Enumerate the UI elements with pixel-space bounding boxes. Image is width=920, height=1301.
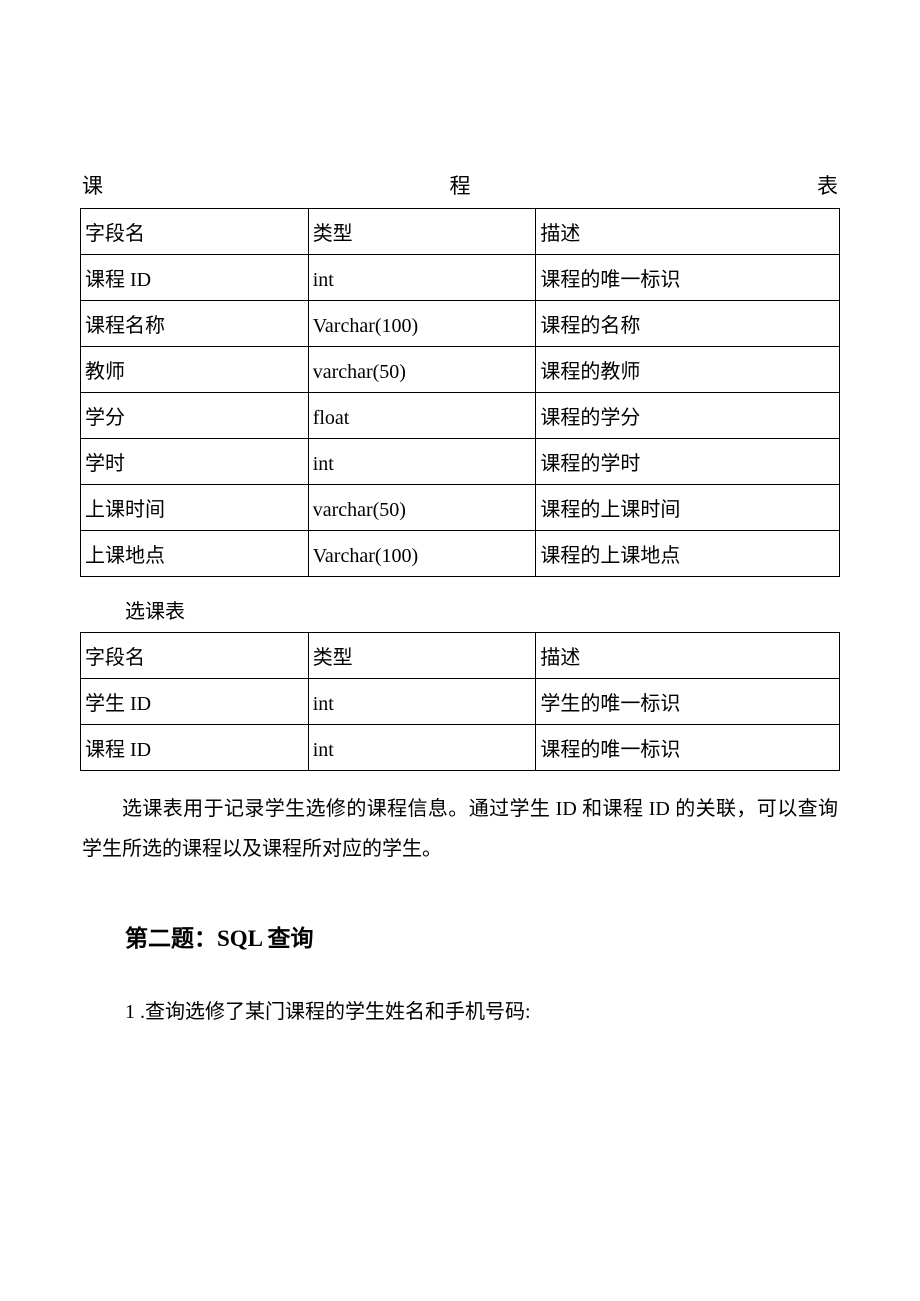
title-char-3: 表 (817, 170, 838, 200)
cell: 学生 ID (81, 679, 309, 725)
table-row: 学生 ID int 学生的唯一标识 (81, 679, 840, 725)
table2-title: 选课表 (125, 595, 840, 624)
cell: 课程的名称 (536, 301, 840, 347)
cell: Varchar(100) (308, 301, 536, 347)
table-row: 学分 float 课程的学分 (81, 393, 840, 439)
cell: 学时 (81, 439, 309, 485)
cell: 课程的学时 (536, 439, 840, 485)
title-char-2: 程 (450, 170, 471, 200)
cell: varchar(50) (308, 347, 536, 393)
cell: float (308, 393, 536, 439)
cell: 教师 (81, 347, 309, 393)
section-heading: 第二题：SQL 查询 (125, 919, 840, 953)
table-row: 上课时间 varchar(50) 课程的上课时间 (81, 485, 840, 531)
cell: int (308, 255, 536, 301)
cell: 课程的学分 (536, 393, 840, 439)
cell: varchar(50) (308, 485, 536, 531)
title-char-1: 课 (82, 170, 103, 200)
course-table: 字段名 类型 描述 课程 ID int 课程的唯一标识 课程名称 Varchar… (80, 208, 840, 577)
header-cell: 类型 (308, 209, 536, 255)
table-row: 教师 varchar(50) 课程的教师 (81, 347, 840, 393)
question-1: 1 .查询选修了某门课程的学生姓名和手机号码: (125, 995, 840, 1024)
cell: 学分 (81, 393, 309, 439)
cell: Varchar(100) (308, 531, 536, 577)
cell: 上课地点 (81, 531, 309, 577)
header-cell: 描述 (536, 633, 840, 679)
cell: 课程 ID (81, 255, 309, 301)
table-row: 学时 int 课程的学时 (81, 439, 840, 485)
cell: 上课时间 (81, 485, 309, 531)
cell: 课程 ID (81, 725, 309, 771)
header-cell: 类型 (308, 633, 536, 679)
header-cell: 描述 (536, 209, 840, 255)
cell: 课程名称 (81, 301, 309, 347)
table-row: 课程 ID int 课程的唯一标识 (81, 255, 840, 301)
table-row: 字段名 类型 描述 (81, 209, 840, 255)
table-row: 课程名称 Varchar(100) 课程的名称 (81, 301, 840, 347)
selection-table: 字段名 类型 描述 学生 ID int 学生的唯一标识 课程 ID int 课程… (80, 632, 840, 771)
cell: 课程的唯一标识 (536, 255, 840, 301)
cell: int (308, 725, 536, 771)
cell: 课程的上课时间 (536, 485, 840, 531)
description-paragraph: 选课表用于记录学生选修的课程信息。通过学生 ID 和课程 ID 的关联，可以查询… (80, 789, 840, 869)
cell: int (308, 679, 536, 725)
table-row: 字段名 类型 描述 (81, 633, 840, 679)
cell: int (308, 439, 536, 485)
cell: 课程的教师 (536, 347, 840, 393)
table-row: 上课地点 Varchar(100) 课程的上课地点 (81, 531, 840, 577)
cell: 课程的上课地点 (536, 531, 840, 577)
header-cell: 字段名 (81, 633, 309, 679)
table-row: 课程 ID int 课程的唯一标识 (81, 725, 840, 771)
cell: 学生的唯一标识 (536, 679, 840, 725)
cell: 课程的唯一标识 (536, 725, 840, 771)
table1-title: 课 程 表 (80, 170, 840, 200)
header-cell: 字段名 (81, 209, 309, 255)
